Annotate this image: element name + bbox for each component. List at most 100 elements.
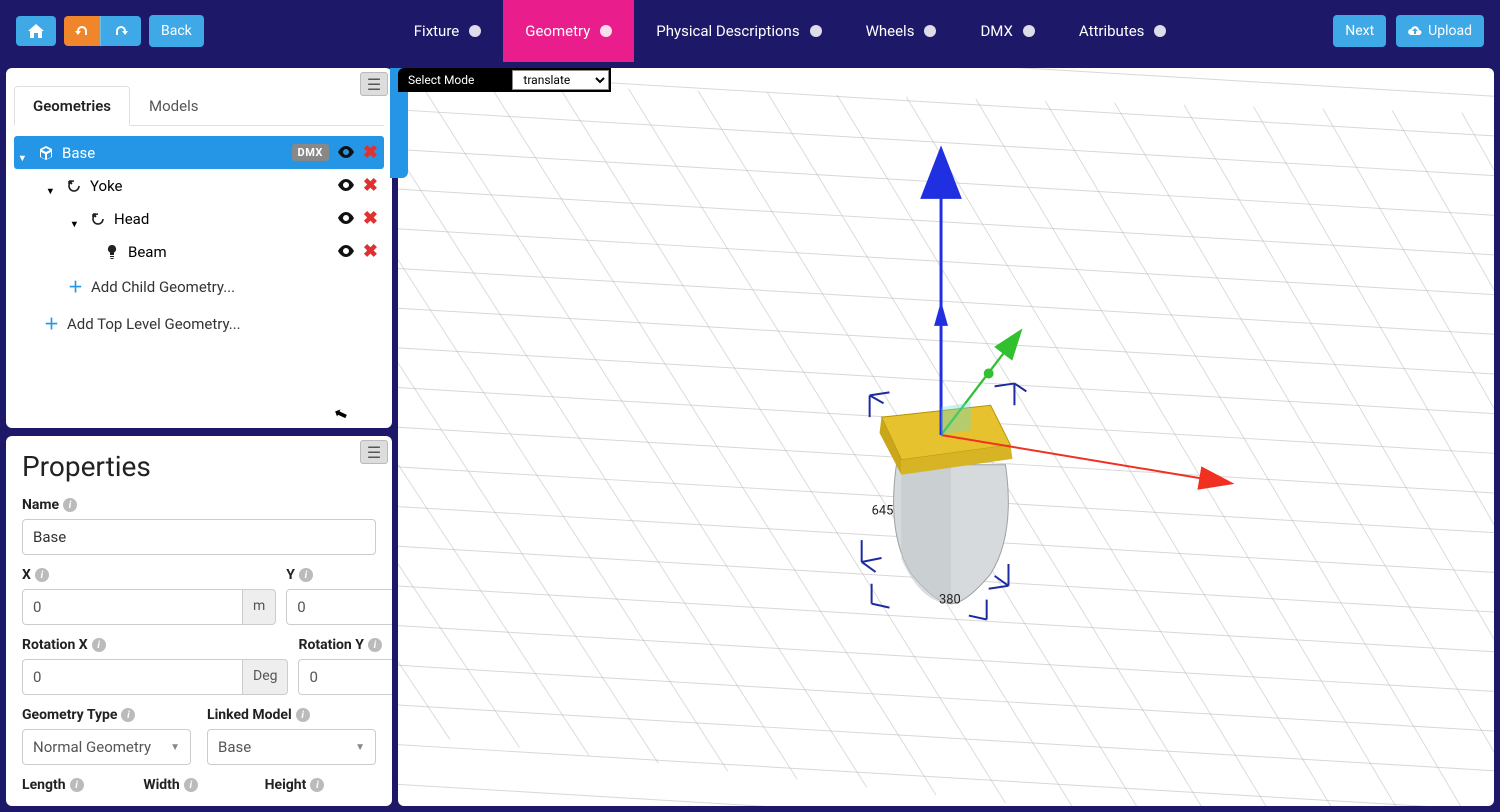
tree-item-label: Beam — [128, 243, 167, 261]
delete-button[interactable]: ✖ — [363, 142, 378, 163]
rx-input[interactable] — [22, 659, 242, 695]
add-child-geometry[interactable]: ＋ Add Child Geometry... — [14, 268, 384, 305]
tree-panel: ☰ Geometries Models Base DMX ✖ — [6, 68, 392, 428]
tab-fixture[interactable]: Fixture — [392, 0, 503, 62]
topbar: Back Fixture Geometry Physical Descripti… — [0, 0, 1500, 62]
mode-bar: Select Mode translate — [398, 68, 611, 92]
tab-label: DMX — [980, 22, 1012, 40]
expand-caret-icon[interactable] — [20, 148, 30, 158]
select-mode-label: Select Mode — [398, 73, 512, 87]
add-top-geometry[interactable]: ＋ Add Top Level Geometry... — [14, 305, 384, 342]
tab-dot-icon — [810, 25, 822, 37]
info-icon[interactable]: i — [368, 638, 382, 652]
tree-item-yoke[interactable]: Yoke ✖ — [14, 169, 384, 202]
tree-item-beam[interactable]: Beam ✖ — [14, 235, 384, 268]
back-button[interactable]: Back — [149, 15, 204, 47]
redo-icon — [113, 24, 129, 38]
undo-redo-group — [64, 16, 141, 46]
add-child-label: Add Child Geometry... — [91, 278, 235, 296]
cube-icon — [38, 146, 54, 160]
info-icon[interactable]: i — [35, 568, 49, 582]
linked-select[interactable]: Base ▼ — [207, 729, 376, 765]
tree-item-base[interactable]: Base DMX ✖ — [14, 136, 384, 169]
tab-attributes[interactable]: Attributes — [1057, 0, 1189, 62]
select-value: Base — [218, 738, 251, 756]
select-mode-dropdown[interactable]: translate — [512, 70, 609, 90]
info-icon[interactable]: i — [299, 568, 313, 582]
visibility-toggle[interactable] — [337, 210, 355, 228]
info-icon[interactable]: i — [184, 778, 198, 792]
upload-label: Upload — [1428, 23, 1472, 39]
tab-label: Fixture — [414, 22, 459, 40]
nav-tabs: Fixture Geometry Physical Descriptions W… — [392, 0, 1189, 62]
chevron-down-icon: ▼ — [355, 742, 365, 753]
delete-button[interactable]: ✖ — [363, 208, 378, 229]
redo-button[interactable] — [100, 16, 141, 46]
scene-svg: 645 380 — [398, 68, 1494, 806]
main-area: ☰ Geometries Models Base DMX ✖ — [0, 62, 1500, 812]
info-icon[interactable]: i — [310, 778, 324, 792]
cloud-upload-icon — [1408, 25, 1422, 37]
panel-menu-button[interactable]: ☰ — [360, 440, 388, 464]
upload-button[interactable]: Upload — [1396, 15, 1484, 47]
delete-button[interactable]: ✖ — [363, 241, 378, 262]
sidebar: ☰ Geometries Models Base DMX ✖ — [0, 62, 398, 812]
tab-dot-icon — [469, 25, 481, 37]
tab-label: Attributes — [1079, 22, 1145, 40]
info-icon[interactable]: i — [92, 638, 106, 652]
name-label: Namei — [22, 497, 376, 513]
geotype-select[interactable]: Normal Geometry ▼ — [22, 729, 191, 765]
name-input[interactable] — [22, 519, 376, 555]
geometry-tree: Base DMX ✖ Yoke — [6, 126, 392, 352]
tree-item-label: Base — [62, 144, 95, 162]
home-button[interactable] — [16, 16, 56, 46]
undo-button[interactable] — [64, 16, 100, 46]
dim-a-label: 645 — [872, 503, 894, 518]
3d-viewport[interactable]: Select Mode translate — [398, 68, 1494, 806]
lamp-icon — [104, 245, 120, 259]
ry-input[interactable] — [298, 659, 392, 695]
undo-icon — [74, 24, 90, 38]
cursor-icon: ⬉ — [331, 402, 350, 424]
tab-dmx[interactable]: DMX — [958, 0, 1056, 62]
tab-geometry[interactable]: Geometry — [503, 0, 634, 62]
x-label: Xi — [22, 567, 276, 583]
tab-physical[interactable]: Physical Descriptions — [634, 0, 843, 62]
tab-dot-icon — [1023, 25, 1035, 37]
info-icon[interactable]: i — [70, 778, 84, 792]
tree-item-head[interactable]: Head ✖ — [14, 202, 384, 235]
tree-tabs: Geometries Models — [14, 86, 384, 126]
info-icon[interactable]: i — [121, 708, 135, 722]
width-label: Widthi — [143, 777, 254, 793]
y-input[interactable] — [286, 589, 392, 625]
tab-dot-icon — [924, 25, 936, 37]
chevron-down-icon: ▼ — [170, 742, 180, 753]
linked-label: Linked Modeli — [207, 707, 376, 723]
tab-wheels[interactable]: Wheels — [844, 0, 959, 62]
expand-caret-icon[interactable] — [48, 181, 58, 191]
axis-icon — [90, 212, 106, 226]
tree-item-label: Yoke — [90, 177, 123, 195]
x-input[interactable] — [22, 589, 242, 625]
visibility-toggle[interactable] — [337, 177, 355, 195]
tree-tab-models[interactable]: Models — [130, 86, 217, 125]
tab-label: Physical Descriptions — [656, 22, 799, 40]
plus-icon: ＋ — [44, 313, 59, 334]
info-icon[interactable]: i — [296, 708, 310, 722]
tab-dot-icon — [600, 25, 612, 37]
unit-deg: Deg — [242, 659, 288, 695]
unit-m: m — [242, 589, 276, 625]
expand-caret-icon[interactable] — [72, 214, 82, 224]
3d-canvas[interactable]: 645 380 — [398, 68, 1494, 806]
home-icon — [28, 24, 44, 38]
panel-menu-button[interactable]: ☰ — [360, 72, 388, 96]
next-button[interactable]: Next — [1333, 15, 1386, 47]
plus-icon: ＋ — [68, 276, 83, 297]
add-top-label: Add Top Level Geometry... — [67, 315, 241, 333]
visibility-toggle[interactable] — [337, 243, 355, 261]
select-value: Normal Geometry — [33, 738, 151, 756]
tree-tab-geometries[interactable]: Geometries — [14, 86, 130, 126]
delete-button[interactable]: ✖ — [363, 175, 378, 196]
info-icon[interactable]: i — [63, 498, 77, 512]
visibility-toggle[interactable] — [337, 144, 355, 162]
